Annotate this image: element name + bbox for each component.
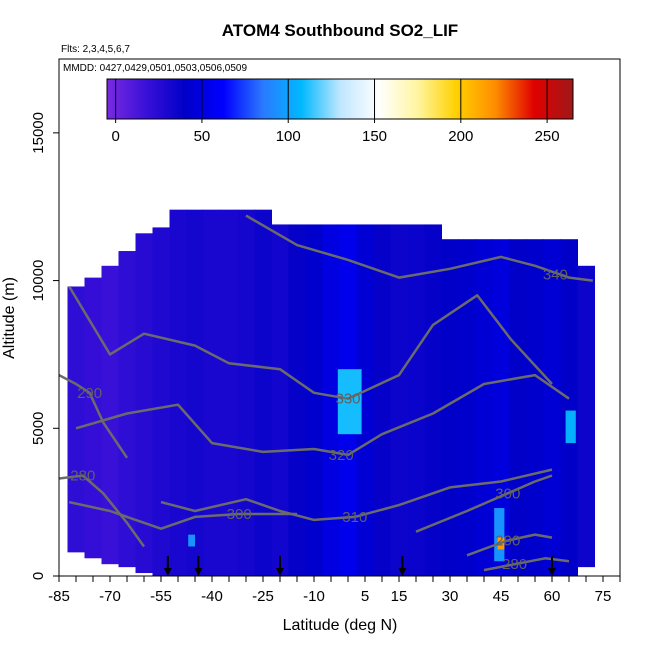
x-tick-label: 5 — [361, 588, 369, 605]
flights-note: Flts: 2,3,4,5,6,7 — [61, 44, 130, 55]
colorbar-gradient — [106, 78, 574, 120]
heatmap-column — [220, 209, 238, 576]
flight-arrow-head — [163, 568, 172, 576]
flight-arrow-head — [276, 568, 284, 576]
x-tick-label: -70 — [99, 588, 121, 605]
colorbar: 0 50 100 150 200 250 — [106, 78, 574, 145]
heatmap-column — [407, 224, 425, 576]
heatmap-column — [560, 239, 578, 576]
y-axis-label: Altitude (m) — [1, 277, 18, 359]
colorbar-tick-label: 150 — [362, 128, 387, 145]
heatmap-hotspot — [188, 534, 195, 547]
heatmap-hotspot — [337, 369, 362, 435]
contour-line — [466, 533, 553, 557]
heatmap-column — [288, 224, 306, 576]
contour-line — [415, 474, 553, 533]
heatmap-column — [526, 239, 544, 576]
heatmap-column — [254, 209, 272, 576]
y-tick-label: 5000 — [30, 412, 47, 445]
flight-arrow-head — [194, 568, 203, 576]
heatmap-column — [492, 239, 510, 576]
contour-label: 290 — [495, 533, 520, 550]
contour-label: 300 — [495, 485, 520, 502]
colorbar-tick-label: 250 — [535, 128, 560, 145]
colorbar-tick-label: 100 — [276, 128, 301, 145]
arrow-layer — [163, 556, 556, 576]
heatmap-column — [458, 239, 476, 576]
contour-label: 290 — [77, 385, 102, 402]
heatmap-column — [305, 224, 323, 576]
heatmap-column — [441, 239, 459, 576]
x-tick-label: -40 — [201, 588, 223, 605]
heatmap-column — [169, 209, 187, 576]
x-tick-label: 60 — [544, 588, 561, 605]
heatmap-column — [118, 251, 136, 568]
colorbar-tick-label: 200 — [448, 128, 473, 145]
x-tick-label: 15 — [391, 588, 408, 605]
heatmap-column — [577, 265, 595, 568]
contour-line — [59, 474, 146, 548]
heatmap-layer — [67, 209, 595, 576]
colorbar-tick-label: 50 — [194, 128, 211, 145]
heatmap-column — [475, 239, 493, 576]
contour-line — [59, 373, 129, 459]
contour-label: 330 — [335, 391, 360, 408]
heatmap-hotspot — [565, 410, 576, 444]
plot-area: 340 330 320 310 300 300 290 290 280 280 MMDD: 042… — [58, 58, 621, 577]
contour-layer: 340 330 320 310 300 300 290 290 280 280 — [59, 214, 593, 573]
heatmap-column — [509, 239, 527, 576]
flight-arrow-head — [398, 568, 407, 576]
x-axis-label: Latitude (deg N) — [283, 617, 398, 634]
x-tick-label: 45 — [493, 588, 510, 605]
x-tick-label: 75 — [595, 588, 612, 605]
contour-line — [68, 500, 297, 530]
x-tick-label: -25 — [252, 588, 274, 605]
contour-label: 300 — [227, 506, 252, 523]
heatmap-column — [152, 227, 170, 576]
chart-title: ATOM4 Southbound SO2_LIF — [222, 21, 458, 40]
x-tick-label: -55 — [150, 588, 172, 605]
heatmap-column — [373, 224, 391, 576]
contour-label: 280 — [502, 556, 527, 573]
contour-line — [68, 285, 553, 400]
plot-frame — [58, 58, 621, 577]
y-tick-label: 0 — [30, 572, 47, 580]
heatmap-column — [424, 224, 442, 576]
colorbar-ticks: 0 50 100 150 200 250 — [111, 79, 560, 145]
colorbar-tick-label: 0 — [111, 128, 119, 145]
contour-line — [75, 373, 570, 457]
contour-label: 340 — [543, 267, 568, 284]
heatmap-column — [67, 286, 85, 553]
heatmap-column — [322, 224, 340, 576]
heatmap-column — [135, 233, 153, 574]
dates-note: MMDD: 0427,0429,0501,0503,0506,0509 — [63, 63, 247, 74]
heatmap-hotspot — [494, 508, 505, 562]
x-tick-label: -85 — [48, 588, 70, 605]
x-tick-label: 30 — [442, 588, 459, 605]
heatmap-column — [390, 224, 408, 576]
flight-arrow-head — [548, 568, 556, 576]
x-tick-label: -10 — [303, 588, 325, 605]
y-tick-label: 10000 — [30, 260, 47, 302]
heatmap-column — [84, 277, 102, 559]
heatmap-column — [356, 224, 374, 576]
contour-label: 320 — [329, 447, 354, 464]
heatmap-column — [271, 224, 289, 576]
x-axis: -85 -70 -55 -40 -25 -10 5 15 30 45 60 75 — [48, 576, 621, 605]
contour-label: 280 — [70, 468, 95, 485]
y-axis: 0 5000 10000 15000 — [30, 112, 59, 580]
contour-line — [160, 468, 553, 522]
heatmap-column — [101, 265, 119, 565]
y-tick-label: 15000 — [30, 112, 47, 154]
heatmap-column — [186, 209, 204, 576]
heatmap-column — [237, 209, 255, 576]
contour-label: 310 — [342, 509, 367, 526]
heatmap-column — [203, 209, 221, 576]
contour-line — [483, 557, 570, 572]
heatmap-column — [543, 239, 561, 576]
contour-line — [245, 214, 593, 282]
